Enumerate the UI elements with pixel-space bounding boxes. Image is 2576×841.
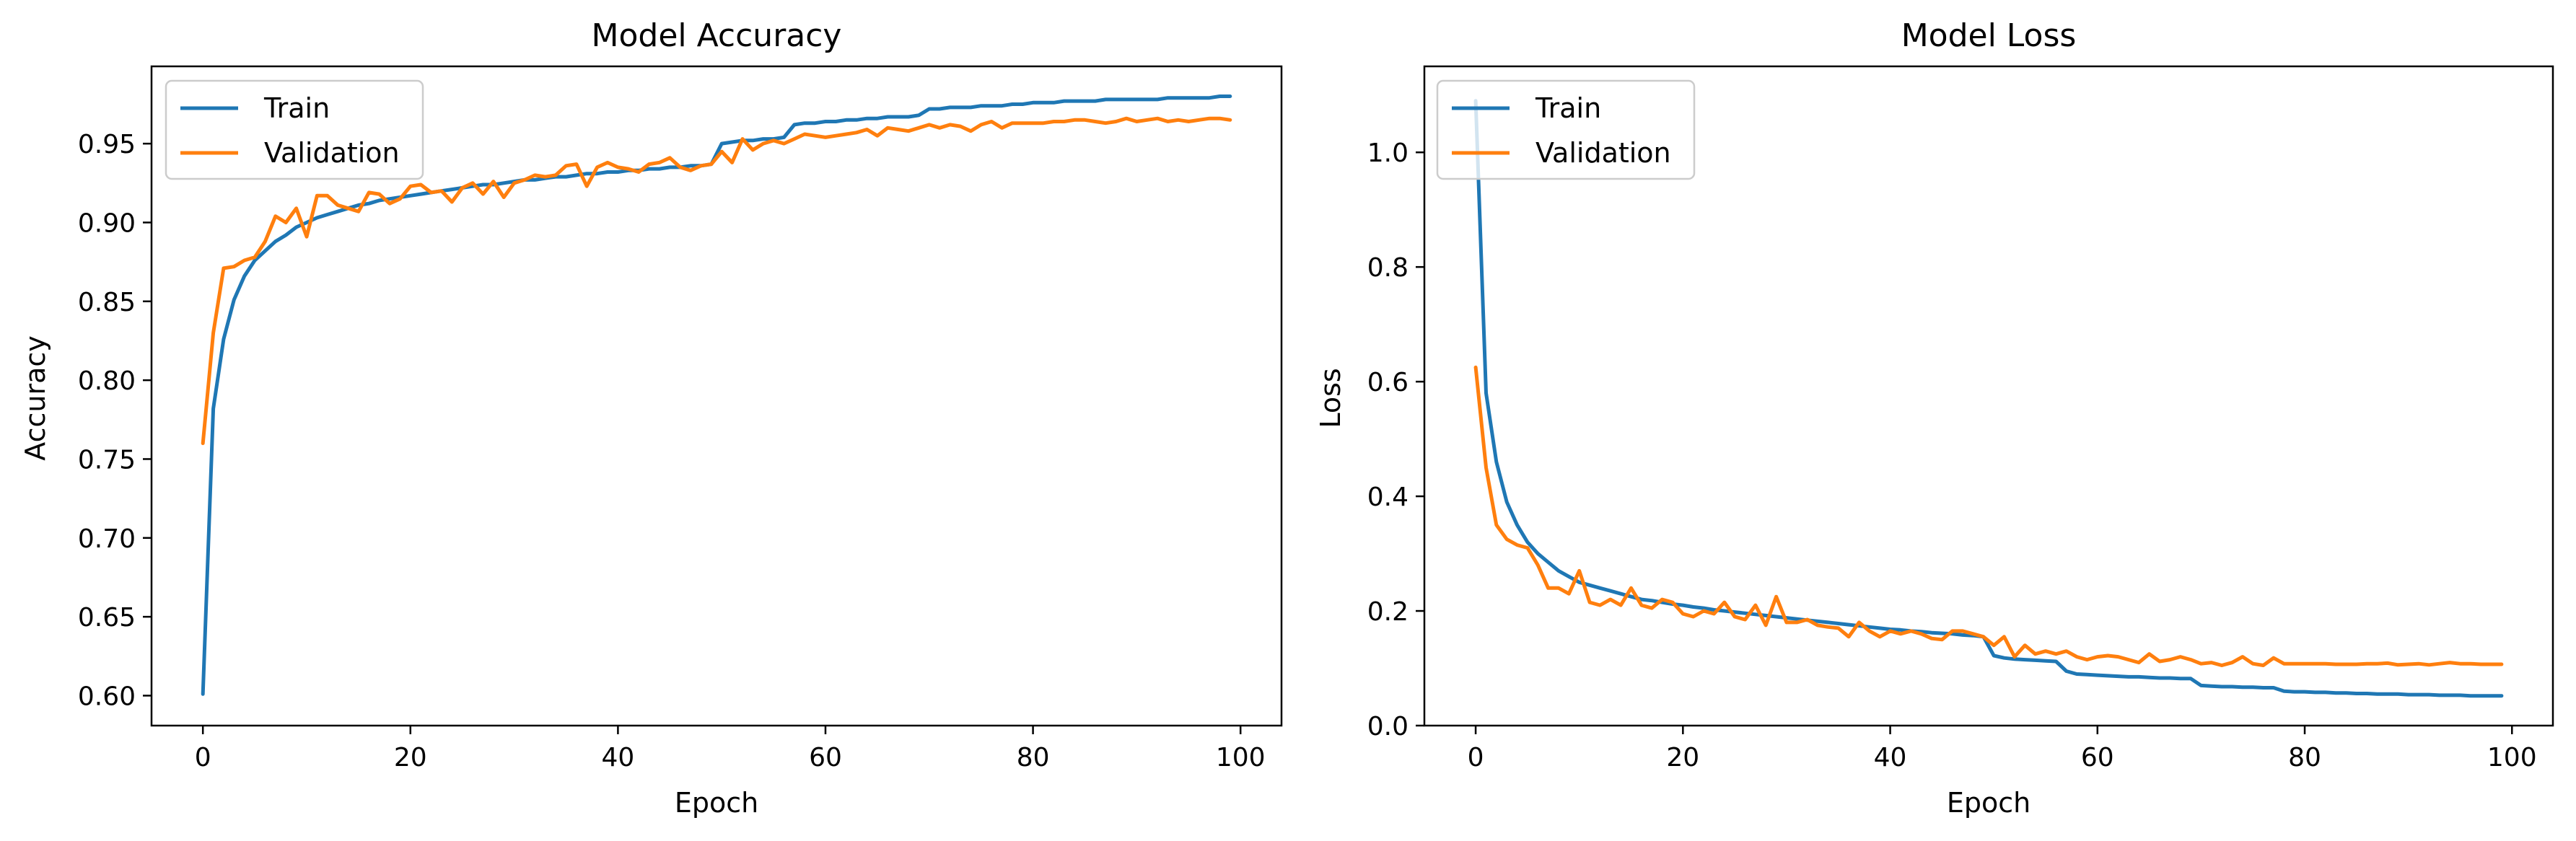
accuracy-y-axis-label: Accuracy xyxy=(19,335,51,461)
loss-y-axis-label: Loss xyxy=(1315,368,1346,428)
accuracy-chart-title: Model Accuracy xyxy=(592,17,842,54)
accuracy-y-tick-label: 0.95 xyxy=(78,130,136,159)
loss-y-tick-label: 0.6 xyxy=(1367,368,1409,397)
accuracy-y-tick-label: 0.90 xyxy=(78,208,136,238)
accuracy-x-tick-label: 80 xyxy=(1017,743,1050,772)
loss-y-tick-label: 0.2 xyxy=(1367,597,1409,627)
loss-x-tick-label: 40 xyxy=(1874,743,1907,772)
accuracy-y-tick-label: 0.65 xyxy=(78,603,136,633)
loss-series xyxy=(1473,99,2504,698)
loss-y-tick-label: 0.0 xyxy=(1367,712,1409,741)
accuracy-x-axis-label: Epoch xyxy=(675,787,758,819)
accuracy-series-line-validation xyxy=(201,116,1232,446)
accuracy-plot-frame xyxy=(150,65,1283,727)
loss-series-line-validation xyxy=(1473,365,2504,667)
accuracy-y-tick-label: 0.60 xyxy=(78,682,136,711)
loss-chart-title: Model Loss xyxy=(1901,17,2077,54)
accuracy-x-tick-label: 20 xyxy=(394,743,427,772)
accuracy-legend-label-validation: Validation xyxy=(264,137,400,169)
loss-x-tick-label: 60 xyxy=(2081,743,2114,772)
loss-ticks: 0 20 40 60 80 100 0.0 0.2 0.4 0.6 0.8 1.0 xyxy=(1367,138,2537,772)
accuracy-series xyxy=(201,94,1232,696)
loss-plot-frame xyxy=(1423,65,2554,727)
accuracy-legend: Train Validation xyxy=(165,79,424,180)
accuracy-x-tick-label: 60 xyxy=(809,743,842,772)
loss-x-tick-label: 80 xyxy=(2288,743,2321,772)
loss-legend-label-train: Train xyxy=(1535,92,1601,124)
accuracy-y-tick-label: 0.70 xyxy=(78,524,136,554)
loss-legend: Train Validation xyxy=(1436,79,1696,180)
accuracy-legend-label-train: Train xyxy=(263,92,330,124)
accuracy-y-tick-label: 0.80 xyxy=(78,366,136,396)
loss-x-tick-label: 0 xyxy=(1468,743,1484,772)
accuracy-x-tick-label: 0 xyxy=(195,743,211,772)
accuracy-x-tick-label: 100 xyxy=(1216,743,1266,772)
loss-x-axis-label: Epoch xyxy=(1947,787,2030,819)
accuracy-chart: Model Accuracy Epoch Accuracy 0 20 40 60 80 1… xyxy=(19,17,1283,819)
loss-y-tick-label: 1.0 xyxy=(1367,138,1409,168)
loss-x-tick-label: 20 xyxy=(1666,743,1699,772)
accuracy-x-tick-label: 40 xyxy=(601,743,634,772)
loss-y-tick-label: 0.8 xyxy=(1367,253,1409,283)
accuracy-ticks: 0 20 40 60 80 100 0.60 0.65 0.70 0.75 0.80 0.85 0.90… xyxy=(78,130,1266,772)
loss-series-line-train xyxy=(1473,99,2504,698)
accuracy-y-tick-label: 0.85 xyxy=(78,288,136,317)
loss-y-tick-label: 0.4 xyxy=(1367,483,1409,512)
loss-x-tick-label: 100 xyxy=(2487,743,2537,772)
accuracy-series-line-train xyxy=(201,94,1232,696)
loss-chart: Model Loss Epoch Loss 0 20 40 60 80 100 0.0 0.2… xyxy=(1315,17,2554,819)
accuracy-y-tick-label: 0.75 xyxy=(78,445,136,475)
loss-legend-label-validation: Validation xyxy=(1535,137,1671,169)
